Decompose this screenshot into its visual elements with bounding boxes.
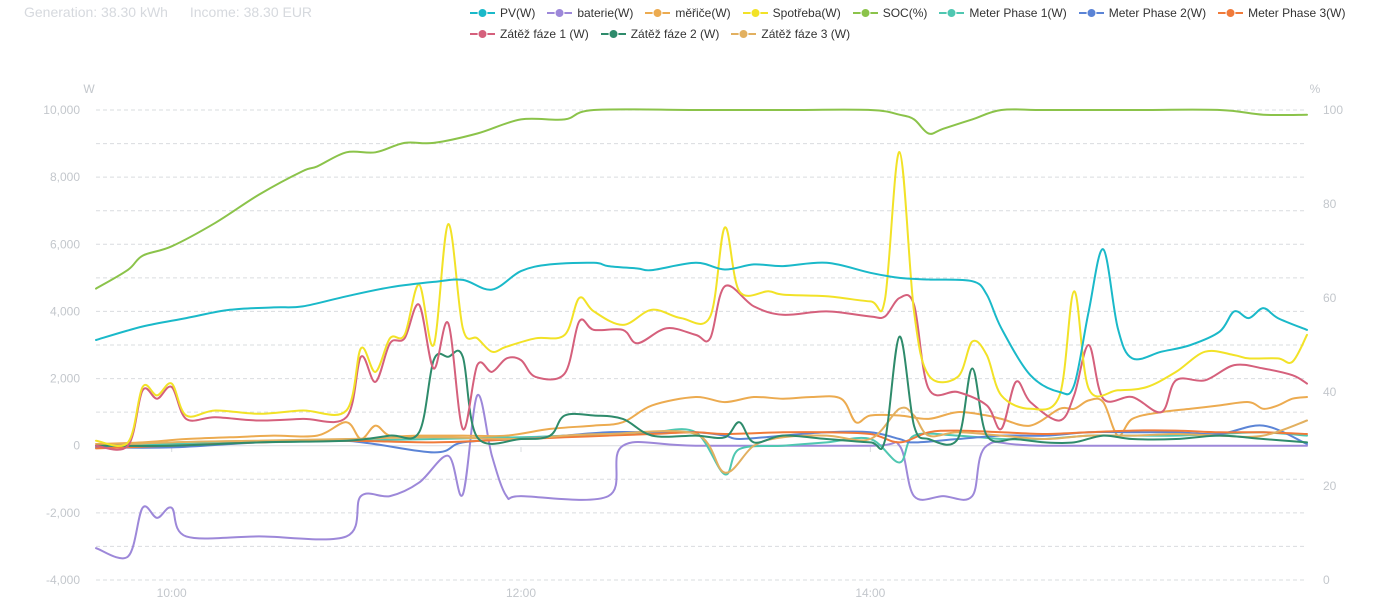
legend-marker-icon [742, 7, 768, 18]
legend-item-meter-phase-1[interactable]: Meter Phase 1(W) [939, 5, 1067, 20]
legend-item-zatez-faze-3[interactable]: Zátěž fáze 3 (W) [731, 27, 850, 41]
legend-label: Zátěž fáze 3 (W) [761, 26, 851, 41]
series-line-meter-phase-3-w [95, 429, 1308, 450]
left-axis-tick-label: 2,000 [50, 372, 80, 386]
series-line-baterie-w [95, 394, 1308, 560]
legend-item-zatez-faze-2[interactable]: Zátěž fáze 2 (W) [600, 26, 720, 41]
legend-label: měřiče(W) [675, 5, 731, 20]
legend-dot [1225, 7, 1236, 18]
legend-marker-icon [939, 7, 965, 18]
right-axis-tick-label: 40 [1323, 385, 1337, 399]
summary-bar: Generation: 38.30 kWh Income: 38.30 EUR [24, 4, 330, 20]
series-line-spotreba-w [95, 150, 1308, 447]
legend-marker-icon [1078, 7, 1104, 18]
chart-legend: PV(W) baterie(W) měřiče(W) Spotřeba(W) S… [470, 2, 1375, 44]
legend-item-soc[interactable]: SOC(%) [852, 5, 928, 20]
right-axis-tick-label: 0 [1323, 573, 1330, 587]
right-axis-tick-label: 20 [1323, 479, 1337, 493]
left-axis-tick-label: -2,000 [46, 506, 80, 520]
series-line-soc [95, 108, 1308, 290]
left-axis-tick-label: 4,000 [50, 304, 80, 318]
legend-marker-icon [1218, 7, 1244, 18]
legend-label: Meter Phase 3(W) [1248, 5, 1346, 20]
legend-dot [860, 7, 871, 18]
legend-dot [652, 7, 663, 18]
left-axis-tick-label: 10,000 [43, 103, 80, 117]
legend-marker-icon [731, 28, 757, 39]
x-axis-tick-label: 14:00 [855, 586, 885, 600]
legend-dot [1086, 7, 1097, 18]
series-line-zatez-faze-1-w [95, 284, 1308, 451]
series-line-zatez-faze-3-w [95, 406, 1308, 474]
legend-marker-icon [470, 28, 495, 39]
legend-item-meter-phase-2[interactable]: Meter Phase 2(W) [1078, 5, 1207, 20]
legend-label: SOC(%) [882, 5, 928, 20]
legend-row-1: PV(W) baterie(W) měřiče(W) Spotřeba(W) S… [470, 2, 1375, 23]
left-axis-tick-label: 0 [73, 439, 80, 453]
legend-item-pv[interactable]: PV(W) [470, 6, 535, 20]
right-axis-unit: % [1310, 82, 1321, 96]
right-axis-tick-label: 80 [1323, 197, 1337, 211]
legend-dot [477, 7, 488, 18]
left-axis-unit: W [83, 82, 95, 96]
left-axis-tick-label: -4,000 [46, 573, 80, 587]
legend-marker-icon [645, 7, 671, 18]
right-axis-tick-label: 60 [1323, 291, 1337, 305]
legend-item-baterie[interactable]: baterie(W) [547, 6, 633, 20]
legend-label: Spotřeba(W) [772, 5, 841, 20]
right-axis-tick-label: 100 [1323, 103, 1343, 117]
series-lines [95, 108, 1308, 560]
left-axis-tick-label: 8,000 [50, 170, 80, 184]
legend-dot [738, 28, 749, 39]
legend-marker-icon [852, 7, 878, 18]
legend-marker-icon [547, 7, 573, 18]
legend-row-2: Zátěž fáze 1 (W) Zátěž fáze 2 (W) Zátěž … [470, 23, 1375, 44]
gridlines [96, 109, 1307, 581]
series-line-merice-w [95, 395, 1308, 445]
legend-item-zatez-faze-1[interactable]: Zátěž fáze 1 (W) [470, 27, 589, 41]
legend-dot [477, 28, 488, 39]
legend-label: Meter Phase 1(W) [969, 5, 1067, 20]
legend-item-spotreba[interactable]: Spotřeba(W) [742, 5, 841, 20]
legend-dot [750, 7, 761, 18]
income-total: Income: 38.30 EUR [189, 4, 313, 20]
legend-label: Zátěž fáze 2 (W) [630, 26, 720, 41]
generation-total: Generation: 38.30 kWh [24, 4, 168, 20]
legend-label: PV(W) [500, 5, 536, 20]
x-axis-tick-label: 10:00 [157, 586, 187, 600]
x-axis-tick-label: 12:00 [506, 586, 536, 600]
left-axis-tick-label: 6,000 [50, 237, 80, 251]
legend-item-meter-phase-3[interactable]: Meter Phase 3(W) [1218, 6, 1345, 20]
series-line-pv-w [95, 248, 1308, 396]
legend-label: baterie(W) [577, 5, 634, 20]
legend-dot [946, 7, 957, 18]
legend-marker-icon [470, 7, 495, 18]
legend-label: Zátěž fáze 1 (W) [500, 26, 589, 41]
legend-dot [608, 28, 619, 39]
legend-marker-icon [600, 28, 626, 39]
series-line-zatez-faze-2-w [95, 335, 1308, 451]
legend-dot [554, 7, 565, 18]
legend-label: Meter Phase 2(W) [1108, 5, 1207, 20]
axes: W % -4,000 -2,000 0 2,000 4,000 6,000 8,000 10,… [43, 82, 1343, 600]
legend-item-merice[interactable]: měřiče(W) [645, 5, 731, 20]
